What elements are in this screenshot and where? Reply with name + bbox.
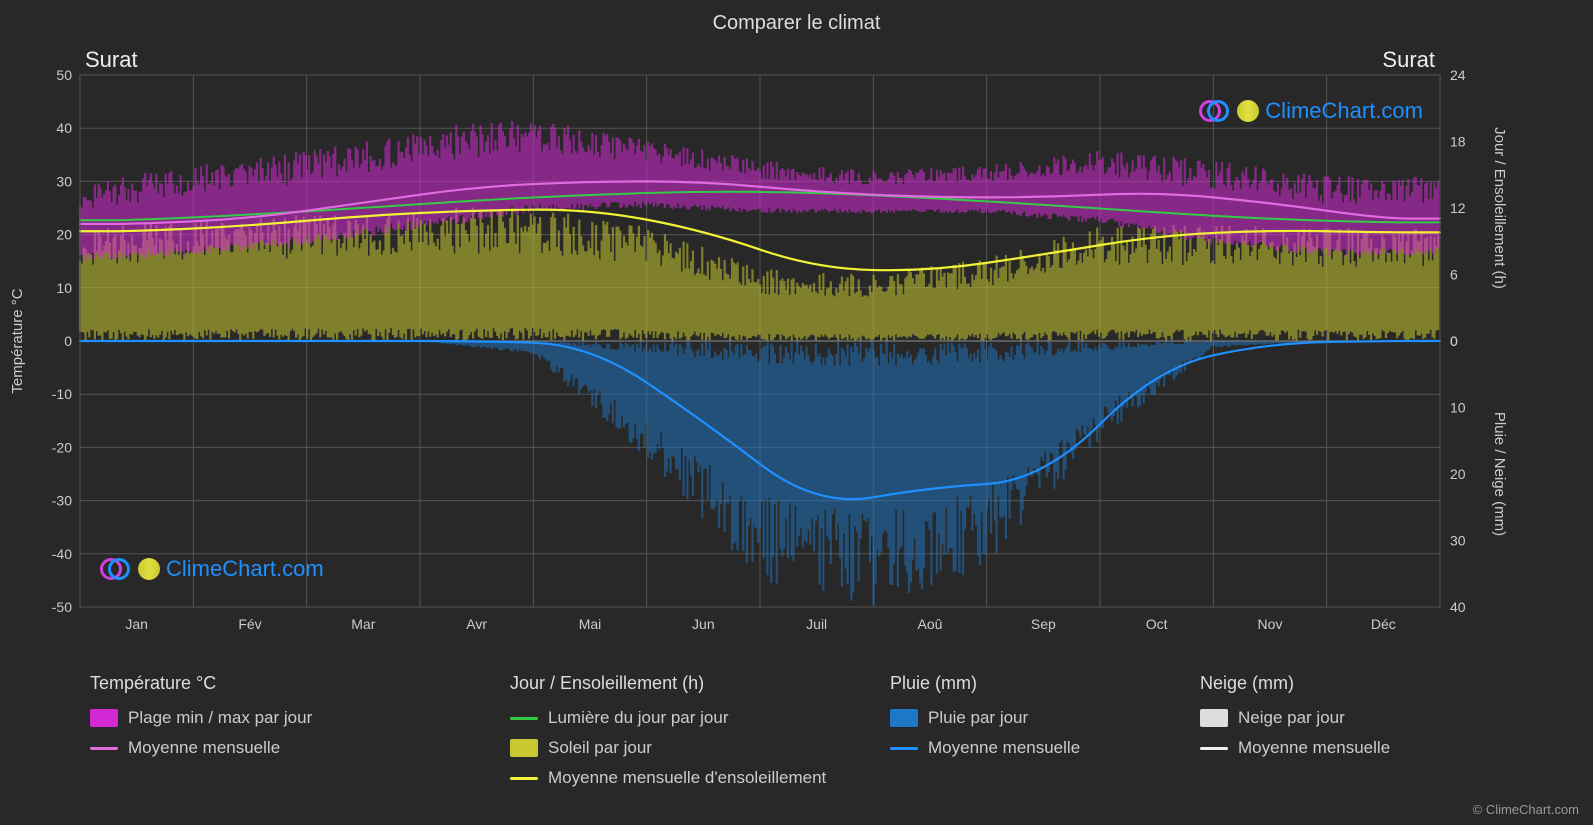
legend-heading: Pluie (mm) — [890, 673, 1200, 694]
legend-label: Pluie par jour — [928, 708, 1028, 728]
legend-label: Plage min / max par jour — [128, 708, 312, 728]
svg-text:Nov: Nov — [1258, 616, 1283, 632]
legend-column: Jour / Ensoleillement (h) Lumière du jour… — [510, 673, 890, 788]
copyright: © ClimeChart.com — [1473, 802, 1579, 817]
svg-text:Déc: Déc — [1371, 616, 1396, 632]
svg-text:50: 50 — [56, 67, 72, 83]
sun-icon — [1237, 100, 1259, 122]
svg-text:Sep: Sep — [1031, 616, 1056, 632]
watermark-top: ClimeChart.com — [1199, 97, 1423, 125]
legend-heading: Neige (mm) — [1200, 673, 1500, 694]
legend-column: Température °C Plage min / max par jour Mo… — [90, 673, 510, 788]
legend-label: Moyenne mensuelle — [128, 738, 280, 758]
line-icon — [90, 747, 118, 750]
legend-label: Moyenne mensuelle d'ensoleillement — [548, 768, 826, 788]
svg-text:-10: -10 — [52, 386, 72, 402]
legend-column: Pluie (mm) Pluie par jour Moyenne mensuell… — [890, 673, 1200, 788]
legend-item: Moyenne mensuelle — [890, 738, 1200, 758]
svg-text:20: 20 — [1450, 466, 1466, 482]
line-icon — [890, 747, 918, 750]
svg-text:40: 40 — [1450, 599, 1466, 615]
svg-text:0: 0 — [64, 333, 72, 349]
svg-text:Fév: Fév — [238, 616, 261, 632]
svg-text:40: 40 — [56, 120, 72, 136]
svg-text:-50: -50 — [52, 599, 72, 615]
logo-icon — [100, 555, 138, 583]
legend-item: Moyenne mensuelle — [1200, 738, 1500, 758]
swatch-icon — [510, 739, 538, 757]
legend-item: Soleil par jour — [510, 738, 890, 758]
svg-text:Avr: Avr — [466, 616, 487, 632]
legend-label: Moyenne mensuelle — [1238, 738, 1390, 758]
line-icon — [510, 777, 538, 780]
svg-text:10: 10 — [56, 280, 72, 296]
svg-text:Surat: Surat — [85, 47, 138, 72]
svg-text:-30: -30 — [52, 493, 72, 509]
svg-text:-20: -20 — [52, 439, 72, 455]
svg-text:Jan: Jan — [125, 616, 148, 632]
legend: Température °C Plage min / max par jour Mo… — [0, 661, 1593, 788]
legend-label: Soleil par jour — [548, 738, 652, 758]
chart-container: -50-40-30-20-100102030405006121824010203… — [0, 41, 1593, 661]
svg-text:Température °C: Température °C — [9, 288, 26, 393]
legend-item: Plage min / max par jour — [90, 708, 510, 728]
swatch-icon — [90, 709, 118, 727]
svg-text:Juil: Juil — [806, 616, 827, 632]
swatch-icon — [1200, 709, 1228, 727]
legend-item: Moyenne mensuelle d'ensoleillement — [510, 768, 890, 788]
swatch-icon — [890, 709, 918, 727]
svg-text:Oct: Oct — [1146, 616, 1168, 632]
watermark-text: ClimeChart.com — [1265, 98, 1423, 124]
svg-text:Pluie / Neige (mm): Pluie / Neige (mm) — [1491, 412, 1508, 536]
svg-text:Jour / Ensoleillement (h): Jour / Ensoleillement (h) — [1491, 127, 1508, 289]
legend-heading: Jour / Ensoleillement (h) — [510, 673, 890, 694]
svg-text:20: 20 — [56, 227, 72, 243]
svg-text:-40: -40 — [52, 546, 72, 562]
legend-heading: Température °C — [90, 673, 510, 694]
svg-text:6: 6 — [1450, 267, 1458, 283]
legend-label: Lumière du jour par jour — [548, 708, 728, 728]
legend-label: Neige par jour — [1238, 708, 1345, 728]
svg-text:0: 0 — [1450, 333, 1458, 349]
svg-text:Mai: Mai — [579, 616, 602, 632]
svg-text:30: 30 — [1450, 533, 1466, 549]
svg-text:18: 18 — [1450, 134, 1466, 150]
svg-text:24: 24 — [1450, 67, 1466, 83]
legend-column: Neige (mm) Neige par jour Moyenne mensuell… — [1200, 673, 1500, 788]
svg-text:10: 10 — [1450, 400, 1466, 416]
chart-title: Comparer le climat — [0, 0, 1593, 41]
legend-item: Lumière du jour par jour — [510, 708, 890, 728]
line-icon — [510, 717, 538, 720]
svg-text:Mar: Mar — [351, 616, 375, 632]
line-icon — [1200, 747, 1228, 750]
svg-text:Surat: Surat — [1382, 47, 1435, 72]
svg-text:Aoû: Aoû — [918, 616, 943, 632]
legend-item: Pluie par jour — [890, 708, 1200, 728]
svg-text:Jun: Jun — [692, 616, 715, 632]
legend-item: Moyenne mensuelle — [90, 738, 510, 758]
watermark-text: ClimeChart.com — [166, 556, 324, 582]
legend-label: Moyenne mensuelle — [928, 738, 1080, 758]
watermark-bottom: ClimeChart.com — [100, 555, 324, 583]
legend-item: Neige par jour — [1200, 708, 1500, 728]
sun-icon — [138, 558, 160, 580]
svg-text:30: 30 — [56, 173, 72, 189]
svg-text:12: 12 — [1450, 200, 1466, 216]
logo-icon — [1199, 97, 1237, 125]
